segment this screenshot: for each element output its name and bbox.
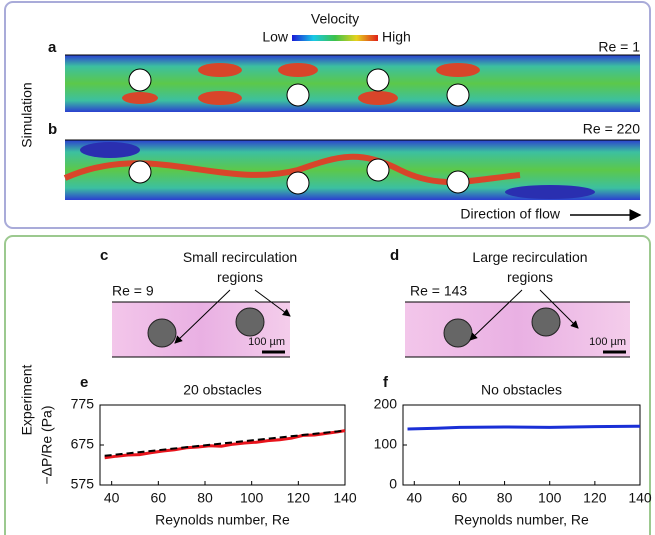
y-tick-label: 675 <box>71 436 95 452</box>
plot-frame <box>402 404 641 486</box>
y-tick-label: 575 <box>71 476 95 492</box>
x-axis-label: Reynolds number, Re <box>155 512 290 528</box>
panel-label: a <box>48 39 57 56</box>
x-axis-label: Reynolds number, Re <box>454 512 589 528</box>
series-line <box>407 424 641 431</box>
x-tick-label: 80 <box>497 490 513 506</box>
colorbar-high: High <box>382 29 411 45</box>
image-d <box>405 289 630 358</box>
x-tick-label: 100 <box>240 490 264 506</box>
y-axis-label: −ΔP/Re (Pa) <box>39 406 55 485</box>
panel-label: e <box>80 374 88 391</box>
x-tick-label: 40 <box>406 490 422 506</box>
flow-label: Direction of flow <box>460 206 560 222</box>
re-label: Re = 143 <box>410 283 467 299</box>
chart-title: No obstacles <box>481 382 562 398</box>
panel-label: f <box>383 374 389 391</box>
colorbar-low: Low <box>262 29 289 45</box>
note: Small recirculation regions <box>183 249 297 285</box>
y-tick-label: 100 <box>374 436 398 452</box>
x-tick-label: 60 <box>452 490 468 506</box>
y-tick-label: 0 <box>389 476 397 492</box>
re-label: Re = 1 <box>598 39 640 55</box>
scale-label: 100 µm <box>589 336 626 348</box>
scale-label: 100 µm <box>248 336 285 348</box>
colorbar <box>292 35 378 41</box>
side-label: Simulation <box>19 82 35 147</box>
sim-box <box>4 1 651 229</box>
series-line <box>104 429 346 457</box>
x-tick-label: 120 <box>583 490 607 506</box>
panel-label: b <box>48 121 57 138</box>
panel-label: c <box>100 247 108 264</box>
re-label: Re = 220 <box>583 121 640 137</box>
note: Large recirculation regions <box>472 249 587 285</box>
image-c <box>112 289 291 358</box>
re-label: Re = 9 <box>112 283 154 299</box>
y-tick-label: 200 <box>374 396 398 412</box>
channel-b <box>63 139 640 200</box>
channel-a <box>65 54 640 112</box>
colorbar-title: Velocity <box>311 11 359 27</box>
y-tick-label: 775 <box>71 396 95 412</box>
side-label: Experiment <box>19 364 35 435</box>
x-tick-label: 100 <box>538 490 562 506</box>
chart-title: 20 obstacles <box>183 382 262 398</box>
x-tick-label: 80 <box>197 490 213 506</box>
exp-box <box>4 235 651 535</box>
series-line <box>104 429 346 460</box>
x-tick-label: 40 <box>104 490 120 506</box>
x-tick-label: 140 <box>628 490 652 506</box>
panel-label: d <box>390 247 399 264</box>
x-tick-label: 60 <box>151 490 167 506</box>
x-tick-label: 120 <box>287 490 311 506</box>
x-tick-label: 140 <box>333 490 357 506</box>
